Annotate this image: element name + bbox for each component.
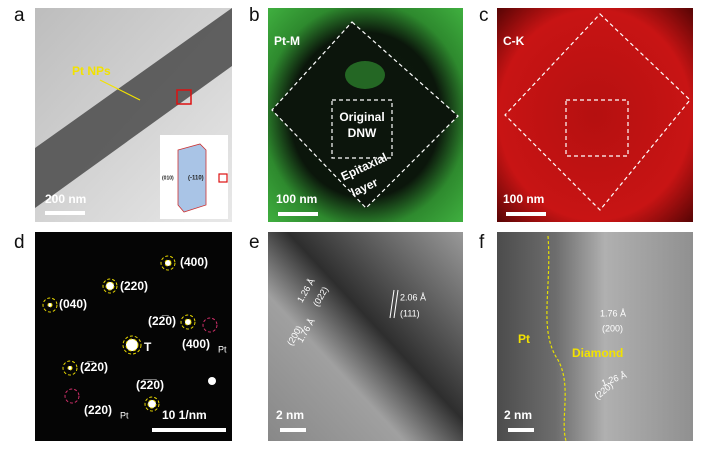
spot	[202, 317, 218, 333]
fringe-mark	[389, 289, 395, 319]
spot	[208, 377, 216, 385]
scale-bar	[278, 212, 318, 216]
panel-e: e 1.26 Å (022) 1.76 Å (200) 2.06 Å (111)…	[249, 232, 463, 441]
scale-label: 100 nm	[503, 192, 544, 206]
hrtem-image	[268, 232, 463, 441]
label: Original	[339, 110, 384, 124]
eds-map	[497, 8, 693, 222]
label: (010)	[162, 175, 174, 181]
fringe-mark	[393, 289, 399, 319]
label: (22̅0)	[148, 314, 176, 328]
panel-letter: b	[249, 5, 260, 26]
marker	[218, 173, 228, 183]
label: (400)	[182, 337, 210, 351]
label: (220)	[120, 279, 148, 293]
outline	[504, 13, 691, 211]
core	[331, 99, 393, 159]
panel-a: a Pt NPs (-110) (010) 200 nm	[14, 5, 232, 222]
panel-letter: e	[249, 232, 260, 253]
core	[565, 99, 629, 157]
panel-letter: c	[479, 5, 489, 26]
diffraction	[35, 232, 232, 441]
scale-bar	[152, 428, 226, 432]
scale-label: 10 1/nm	[162, 408, 207, 422]
label-sub: Pt	[218, 344, 227, 354]
label: 2.06 Å	[400, 292, 426, 302]
outline	[271, 21, 459, 209]
label: (040)	[59, 297, 87, 311]
label: (200)	[602, 323, 623, 333]
pointer	[99, 79, 141, 101]
label: C-K	[503, 34, 525, 48]
scale-label: 2 nm	[504, 408, 532, 422]
label: (220)	[84, 403, 112, 417]
label: (400)	[180, 255, 208, 269]
scale-label: 100 nm	[276, 192, 317, 206]
scale-bar	[508, 428, 534, 432]
nanowire	[35, 8, 232, 208]
spot	[64, 388, 80, 404]
scale-bar	[45, 211, 85, 215]
label: (-110)	[188, 176, 204, 182]
interface	[546, 235, 567, 442]
prism	[177, 143, 207, 213]
panel-letter: a	[14, 5, 25, 26]
marker	[176, 89, 192, 105]
label: T	[144, 340, 152, 354]
label: Diamond	[572, 346, 623, 360]
cluster	[345, 61, 385, 89]
label: Pt	[518, 332, 530, 346]
panel-d: d (400) (220) (040) (22̅0) (400) Pt T (2…	[14, 232, 232, 441]
scale-bar	[506, 212, 546, 216]
scale-label: 200 nm	[45, 192, 86, 206]
label-sub: Pt	[120, 410, 129, 420]
panel-letter: d	[14, 232, 25, 253]
label: (2̅20)	[80, 360, 108, 374]
spots	[42, 255, 196, 412]
label: Pt NPs	[72, 64, 111, 78]
label: (2̅2̅0)	[136, 378, 164, 392]
panel-c: c C-K 100 nm	[479, 5, 693, 222]
label: (111)	[400, 308, 420, 318]
scale-bar	[280, 428, 306, 432]
hrtem-image	[497, 232, 693, 441]
panel-letter: f	[479, 232, 485, 253]
panel-f: f Pt Diamond 1.76 Å (200) 1.26 Å (220) 2…	[479, 232, 693, 442]
scale-label: 2 nm	[276, 408, 304, 422]
label: 1.76 Å	[600, 308, 626, 318]
label: Pt-M	[274, 34, 300, 48]
panel-b: b Original DNW Epitaxial layer Pt-M 100 …	[249, 5, 463, 222]
label: DNW	[348, 126, 377, 140]
